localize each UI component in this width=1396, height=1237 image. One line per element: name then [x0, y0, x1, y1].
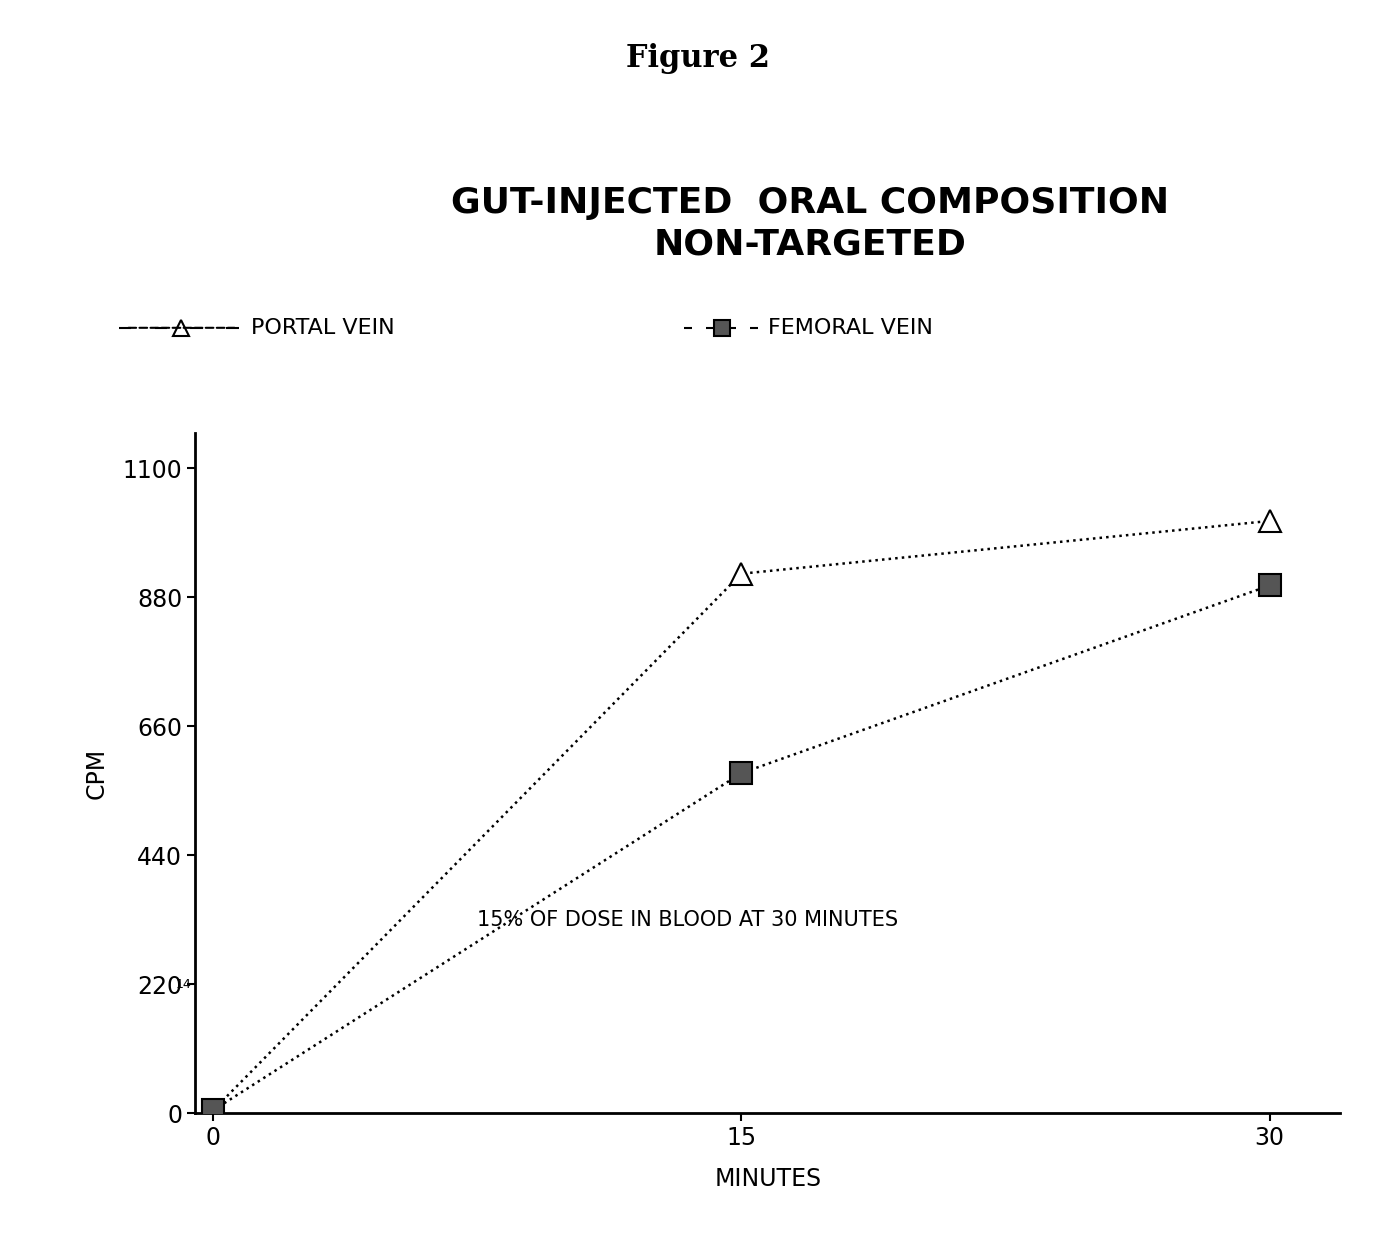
Text: Figure 2: Figure 2: [625, 43, 771, 74]
Text: FEMORAL VEIN: FEMORAL VEIN: [768, 318, 933, 338]
Text: GUT-INJECTED  ORAL COMPOSITION
NON-TARGETED: GUT-INJECTED ORAL COMPOSITION NON-TARGET…: [451, 186, 1168, 262]
Y-axis label: CPM: CPM: [85, 747, 109, 799]
Text: PORTAL VEIN: PORTAL VEIN: [251, 318, 395, 338]
Text: 15% OF DOSE IN BLOOD AT 30 MINUTES: 15% OF DOSE IN BLOOD AT 30 MINUTES: [477, 909, 899, 930]
X-axis label: MINUTES: MINUTES: [715, 1168, 821, 1191]
Text: 14: 14: [176, 977, 191, 991]
